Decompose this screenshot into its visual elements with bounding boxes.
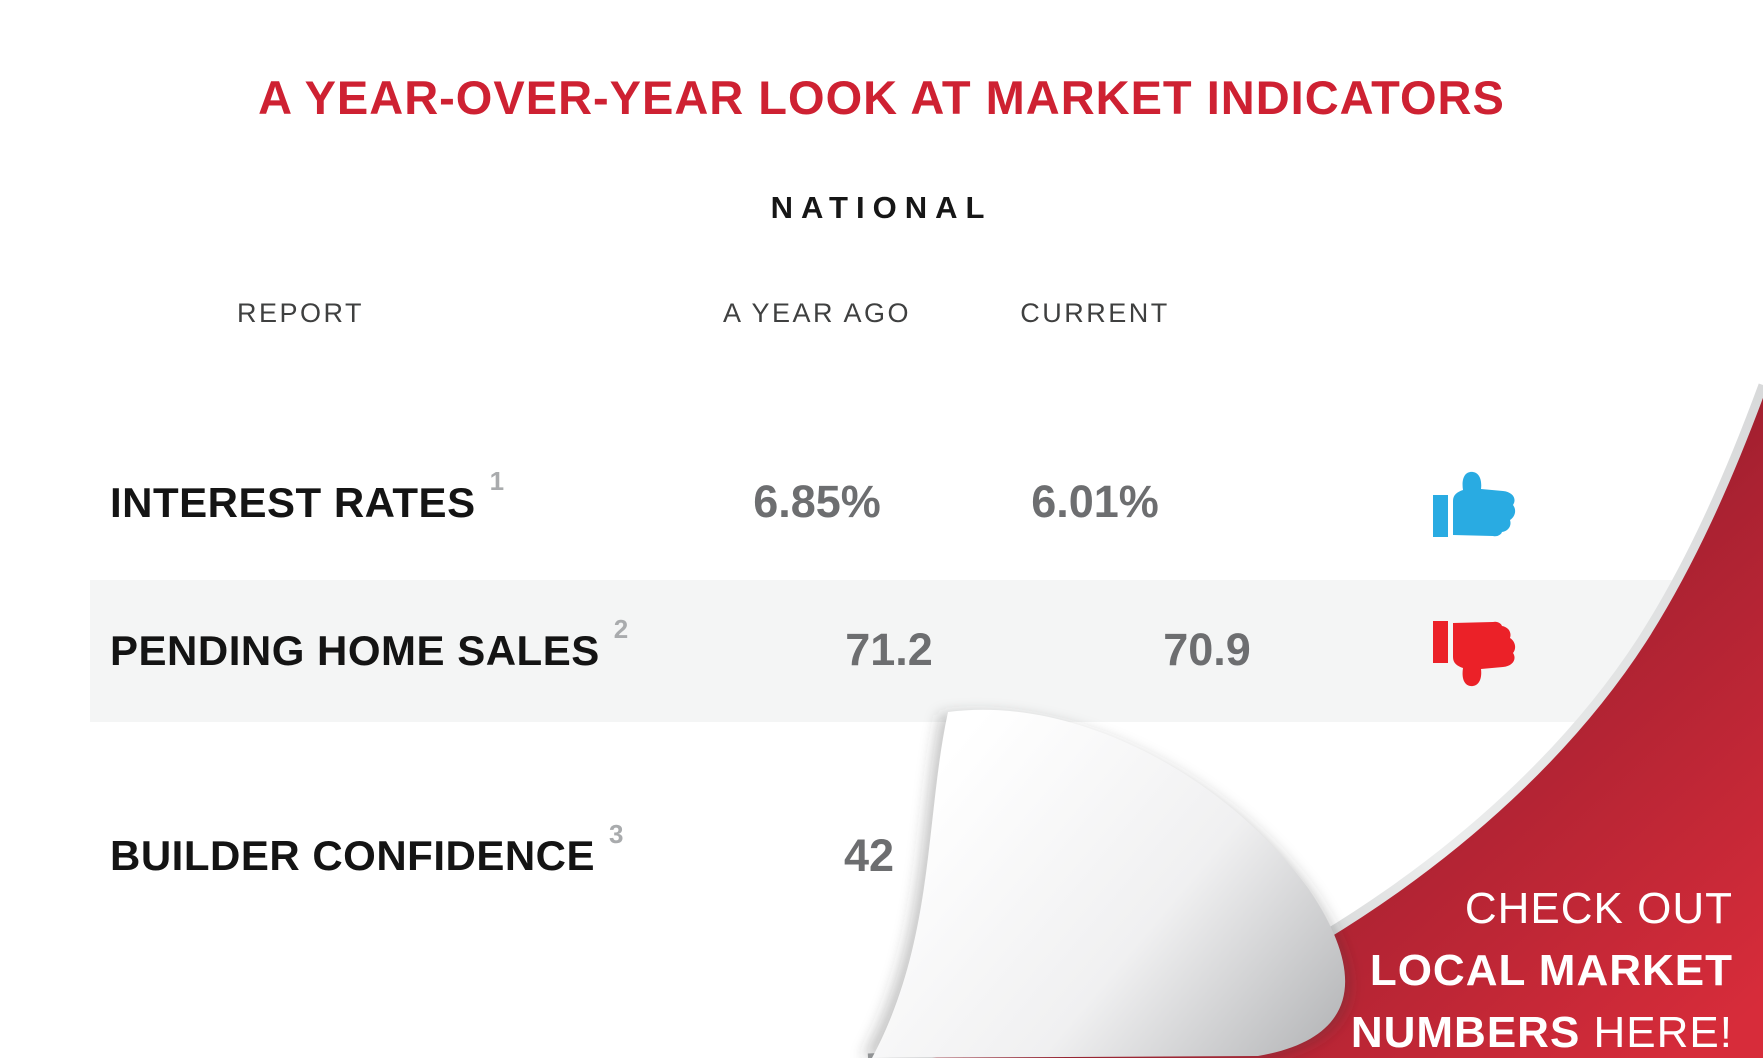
local-market-cta[interactable]: CHECK OUT LOCAL MARKET NUMBERS HERE! — [1351, 878, 1733, 1058]
cta-line-1[interactable]: CHECK OUT — [1464, 884, 1733, 933]
table-row-label-builder-confidence: BUILDER CONFIDENCE 3 — [110, 819, 624, 879]
cta-line-3-light[interactable]: HERE! — [1580, 1008, 1733, 1057]
cell-builder-confidence-year-ago: 42 — [843, 830, 895, 881]
red-corner-shape — [868, 385, 1763, 1058]
cell-interest-rates-current: 6.01% — [1031, 476, 1159, 527]
footnote-marker: 3 — [609, 819, 624, 849]
row-label-text: BUILDER CONFIDENCE — [110, 832, 596, 879]
footnote-marker: 2 — [613, 614, 629, 644]
cell-interest-rates-year-ago: 6.85% — [753, 476, 881, 527]
section-heading-national: NATIONAL — [770, 190, 993, 225]
footnote-marker: 1 — [489, 466, 505, 496]
thumbs-up-icon — [1433, 471, 1516, 537]
curled-page-sheet — [872, 709, 1346, 1058]
cta-line-3[interactable]: NUMBERS HERE! — [1351, 1002, 1733, 1058]
cta-line-3-bold[interactable]: NUMBERS — [1350, 1008, 1581, 1057]
row-label-text: PENDING HOME SALES — [110, 627, 600, 674]
cell-pending-home-sales-current: 70.9 — [1163, 624, 1251, 675]
cell-pending-home-sales-year-ago: 71.2 — [845, 624, 933, 675]
thumbs-down-icon — [1433, 621, 1516, 687]
row-label-text: INTEREST RATES — [110, 479, 476, 526]
table-row-label-interest-rates: INTEREST RATES 1 — [110, 466, 505, 526]
column-header-report: REPORT — [237, 298, 365, 328]
table-row-label-pending-home-sales: PENDING HOME SALES 2 — [110, 614, 629, 674]
column-header-year-ago: A YEAR AGO — [722, 298, 912, 328]
page-title: A YEAR-OVER-YEAR LOOK AT MARKET INDICATO… — [258, 71, 1505, 124]
cta-line-2[interactable]: LOCAL MARKET — [1369, 946, 1733, 995]
column-header-current: CURRENT — [1020, 298, 1170, 328]
